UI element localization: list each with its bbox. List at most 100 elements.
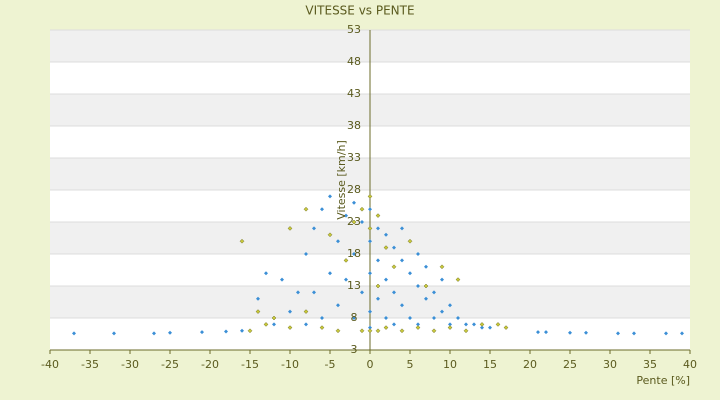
x-tick-label: 30	[603, 358, 617, 371]
x-tick-label: -20	[201, 358, 219, 371]
point	[400, 226, 404, 231]
point	[304, 322, 308, 327]
point	[303, 309, 309, 314]
point	[432, 316, 436, 320]
point	[616, 331, 620, 336]
point	[247, 328, 253, 334]
point	[416, 284, 420, 288]
point	[375, 213, 381, 218]
point	[368, 309, 372, 314]
point	[328, 194, 332, 199]
point	[367, 328, 373, 334]
y-tick-label: 23	[347, 215, 361, 228]
x-tick-label: -40	[41, 358, 59, 371]
point	[320, 316, 324, 320]
point	[288, 309, 292, 314]
x-tick-label: -10	[281, 358, 299, 371]
point	[367, 226, 373, 231]
point	[296, 290, 300, 295]
point	[360, 290, 364, 295]
y-tick-label: 13	[347, 279, 361, 292]
point	[351, 219, 357, 225]
point	[424, 264, 428, 269]
point	[383, 245, 389, 250]
chart-title: VITESSE vs PENTE	[305, 4, 414, 18]
point	[479, 322, 485, 327]
point	[312, 290, 316, 295]
point	[367, 194, 373, 199]
point	[327, 232, 333, 238]
point	[392, 290, 396, 295]
point	[440, 309, 444, 314]
point	[376, 258, 380, 263]
point	[376, 296, 380, 301]
point	[352, 316, 356, 320]
y-tick-label: 53	[347, 23, 361, 36]
point	[455, 277, 461, 282]
point	[360, 220, 364, 224]
point	[335, 328, 341, 334]
point	[416, 322, 420, 327]
point	[391, 264, 397, 270]
x-tick-label: 40	[683, 358, 697, 371]
point	[464, 322, 468, 327]
point	[384, 277, 388, 282]
point	[112, 331, 116, 336]
point	[368, 325, 372, 330]
point	[400, 258, 404, 263]
point	[408, 271, 412, 276]
x-tick-label: -15	[241, 358, 259, 371]
point	[456, 316, 460, 320]
point	[336, 239, 340, 244]
point	[320, 207, 324, 212]
point	[368, 207, 372, 212]
point	[432, 290, 436, 295]
point	[568, 330, 572, 335]
point	[344, 213, 348, 218]
point	[375, 328, 381, 334]
point	[536, 330, 540, 335]
point	[448, 322, 452, 327]
point	[431, 328, 437, 334]
point	[271, 315, 277, 321]
point	[488, 325, 492, 330]
point	[480, 325, 484, 330]
point	[447, 325, 453, 330]
point	[384, 232, 388, 237]
x-tick-label: 20	[523, 358, 537, 371]
x-axis-label: Pente [%]	[636, 374, 690, 387]
point	[255, 309, 261, 314]
point	[287, 226, 293, 231]
x-tick-label: 5	[407, 358, 414, 371]
x-tick-label: -5	[325, 358, 336, 371]
x-tick-label: 25	[563, 358, 577, 371]
point	[424, 296, 428, 301]
point	[263, 322, 269, 327]
point	[312, 226, 316, 231]
point	[632, 331, 636, 336]
point	[264, 271, 268, 276]
point	[448, 303, 452, 308]
point	[359, 328, 365, 334]
point	[352, 200, 356, 205]
point	[392, 322, 396, 327]
point	[328, 271, 332, 276]
point	[224, 329, 228, 334]
point	[503, 325, 509, 330]
point	[368, 271, 372, 276]
point	[376, 226, 380, 231]
point	[439, 264, 445, 270]
point	[408, 316, 412, 320]
y-tick-label: 48	[347, 55, 361, 68]
point	[239, 238, 245, 244]
point	[368, 239, 372, 244]
point	[272, 322, 276, 327]
point	[359, 206, 365, 212]
point	[287, 325, 293, 330]
x-tick-label: -25	[161, 358, 179, 371]
point	[72, 331, 76, 336]
x-tick-label: 15	[483, 358, 497, 371]
point	[407, 238, 413, 244]
y-axis-label: Vitesse [km/h]	[335, 140, 348, 220]
point	[584, 330, 588, 335]
